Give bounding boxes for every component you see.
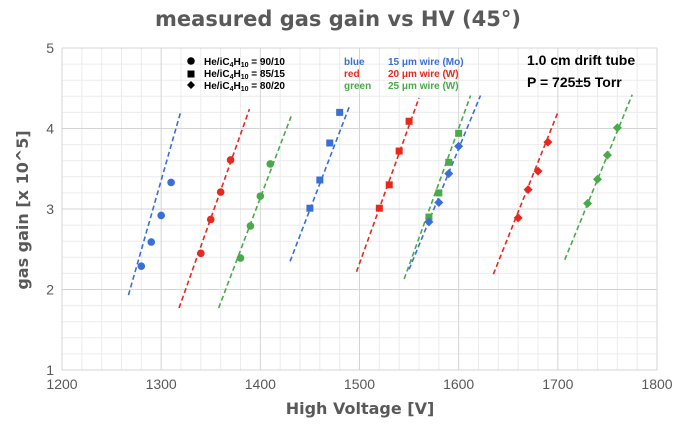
data-point <box>306 204 314 212</box>
fit-line <box>178 108 251 309</box>
data-point <box>523 185 533 195</box>
data-point <box>405 117 413 125</box>
data-point <box>543 137 553 147</box>
x-axis-label: High Voltage [V] <box>286 399 435 418</box>
legend-entry-3: He/iC4H10 = 80/20 <box>204 81 285 93</box>
annotation-pressure: P = 725±5 Torr <box>527 74 622 90</box>
x-tick-label: 1200 <box>46 376 77 392</box>
data-point <box>197 249 205 258</box>
data-point <box>445 158 453 166</box>
data-point <box>612 123 622 133</box>
color-legend-wire-red: 20 μm wire (W) <box>388 69 459 80</box>
data-point <box>424 217 434 227</box>
data-point <box>593 174 602 184</box>
y-tick-label: 2 <box>46 282 54 298</box>
legend-diamond-marker <box>187 81 195 89</box>
data-point <box>326 139 334 147</box>
x-tick-label: 1600 <box>443 376 474 392</box>
color-legend-name-green: green <box>344 81 371 92</box>
x-axis-ticks: 1200 1300 1400 1500 1600 1700 1800 <box>46 376 672 392</box>
data-point <box>425 213 433 221</box>
data-point <box>385 181 393 189</box>
data-point <box>316 176 324 184</box>
legend-entry-1: He/iC4H10 = 90/10 <box>204 57 285 69</box>
fit-line <box>408 95 482 270</box>
data-point <box>375 204 383 212</box>
data-points <box>137 108 622 270</box>
y-axis-ticks: 1 2 3 4 5 <box>46 40 54 378</box>
annotation-drift-tube: 1.0 cm drift tube <box>527 52 635 68</box>
data-point <box>226 156 235 164</box>
data-point <box>236 254 245 262</box>
fit-lines <box>127 94 633 309</box>
data-point <box>147 238 156 246</box>
fit-line <box>403 95 472 280</box>
fit-line <box>127 110 182 296</box>
x-tick-label: 1500 <box>344 376 375 392</box>
x-tick-label: 1300 <box>146 376 177 392</box>
data-point <box>266 160 275 168</box>
y-tick-label: 5 <box>46 40 54 56</box>
fit-line <box>217 116 292 309</box>
data-point <box>206 215 215 224</box>
data-point <box>435 189 443 197</box>
legend-entry-2: He/iC4H10 = 85/15 <box>204 69 285 81</box>
data-point <box>137 262 146 270</box>
color-legend-name-blue: blue <box>344 57 365 68</box>
data-point <box>256 192 265 200</box>
x-tick-label: 1800 <box>641 376 672 392</box>
data-point <box>455 129 463 137</box>
data-point <box>583 198 593 208</box>
major-gridlines <box>61 47 658 371</box>
chart-title: measured gas gain vs HV (45°) <box>155 7 521 31</box>
data-point <box>533 166 543 176</box>
color-legend-wire-green: 25 μm wire (W) <box>388 81 459 92</box>
marker-legend: He/iC4H10 = 90/10 He/iC4H10 = 85/15 He/i… <box>187 57 285 93</box>
y-tick-label: 4 <box>46 121 54 137</box>
data-point <box>336 108 344 116</box>
data-point <box>602 150 612 160</box>
x-tick-label: 1400 <box>245 376 276 392</box>
data-point <box>246 222 255 230</box>
y-tick-label: 3 <box>46 201 54 217</box>
data-point <box>395 147 403 155</box>
data-point <box>513 213 523 223</box>
data-point <box>157 211 165 220</box>
data-point <box>167 178 175 187</box>
x-tick-label: 1700 <box>542 376 573 392</box>
color-legend: blue 15 μm wire (Mo) red 20 μm wire (W) … <box>344 57 464 92</box>
color-legend-wire-blue: 15 μm wire (Mo) <box>388 57 464 68</box>
data-point <box>444 169 454 179</box>
y-axis-label: gas gain [x 10^5] <box>13 130 32 289</box>
legend-square-marker <box>187 70 195 78</box>
color-legend-name-red: red <box>344 69 360 80</box>
data-point <box>216 188 225 196</box>
y-tick-label: 1 <box>46 362 54 378</box>
data-point <box>454 141 464 151</box>
legend-circle-marker <box>187 57 195 65</box>
data-point <box>434 198 444 208</box>
fit-line <box>289 105 351 262</box>
